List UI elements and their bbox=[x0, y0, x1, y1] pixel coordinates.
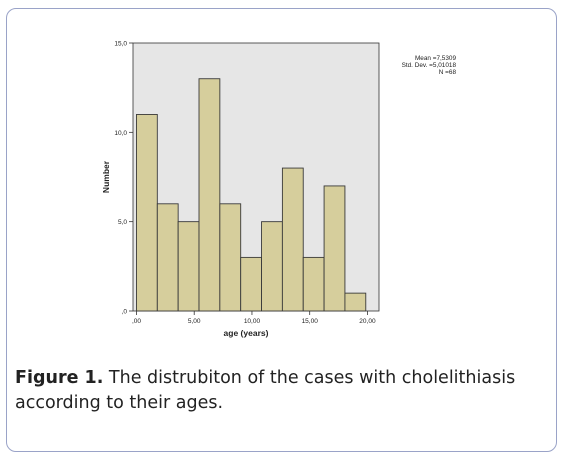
x-tick-label: 5,00 bbox=[188, 318, 201, 325]
x-tick-label: ,00 bbox=[132, 318, 141, 325]
stats-std: Std. Dev. =5,01018 bbox=[401, 62, 456, 69]
histogram-bar bbox=[136, 114, 158, 312]
x-tick-label: 10,00 bbox=[244, 318, 261, 325]
y-axis-label: Number bbox=[101, 160, 111, 193]
caption-label: Figure 1. bbox=[15, 368, 104, 388]
histogram-bar bbox=[261, 221, 283, 312]
figure-caption: Figure 1. The distrubiton of the cases w… bbox=[15, 366, 545, 416]
x-tick-label: 20,00 bbox=[359, 318, 376, 325]
x-axis-label: age (years) bbox=[224, 328, 269, 338]
histogram-bar bbox=[302, 256, 325, 312]
y-tick-label: 5,0 bbox=[118, 219, 127, 226]
stats-box: Mean =7,5309 Std. Dev. =5,01018 N =68 bbox=[384, 55, 456, 76]
histogram-bar bbox=[281, 167, 304, 312]
histogram-bar bbox=[344, 292, 367, 312]
histogram-bar bbox=[198, 78, 221, 312]
stats-mean: Mean =7,5309 bbox=[414, 55, 456, 62]
y-tick-label: ,0 bbox=[122, 309, 128, 316]
histogram-bar bbox=[240, 256, 262, 312]
caption-text: The distrubiton of the cases with cholel… bbox=[15, 368, 516, 413]
histogram-bar bbox=[156, 203, 179, 312]
histogram-bar bbox=[323, 185, 346, 312]
y-tick-label: 10,0 bbox=[114, 130, 127, 137]
histogram-bar bbox=[177, 221, 200, 312]
y-tick-label: 15,0 bbox=[114, 41, 127, 48]
stats-n: N =68 bbox=[438, 69, 456, 76]
histogram-bar bbox=[219, 203, 242, 312]
x-tick-label: 15,00 bbox=[302, 318, 319, 325]
